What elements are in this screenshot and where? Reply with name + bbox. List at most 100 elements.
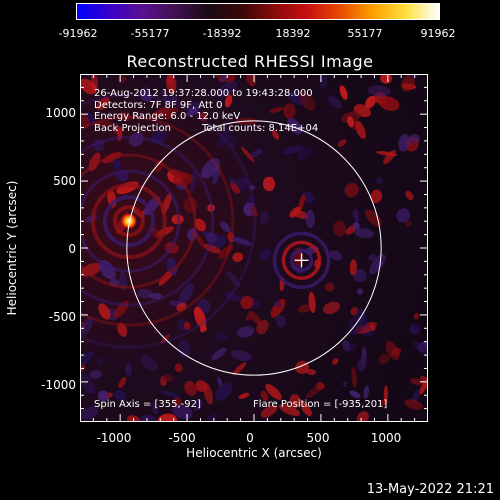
pattern-blob: [161, 374, 174, 383]
pattern-blob: [214, 74, 223, 83]
image-background: [80, 74, 428, 422]
y-tick-label: -1000: [41, 378, 76, 392]
pattern-blob: [171, 95, 178, 103]
pattern-blob: [268, 176, 274, 187]
pattern-blob: [300, 401, 312, 417]
pattern-blob: [93, 120, 115, 127]
pattern-blob: [352, 208, 360, 223]
pattern-blob: [355, 120, 366, 139]
pattern-blob: [245, 314, 252, 321]
colorbar-tick: -18392: [202, 27, 242, 40]
pattern-blob: [143, 196, 161, 216]
pattern-blob: [80, 351, 94, 369]
pattern-blob: [352, 221, 360, 230]
pattern-blob: [183, 321, 191, 330]
y-tick-label: 500: [53, 174, 76, 188]
pattern-blob: [396, 208, 411, 223]
pattern-blob: [80, 316, 94, 337]
pattern-blob: [370, 189, 383, 204]
pattern-blob: [351, 366, 357, 388]
pattern-blob: [150, 107, 170, 119]
pattern-blob: [195, 380, 208, 392]
pattern-blob: [265, 383, 282, 400]
pattern-blob: [306, 369, 316, 375]
pattern-blob: [217, 376, 223, 388]
pattern-blob: [260, 390, 269, 401]
pattern-blob: [80, 112, 90, 129]
pattern-blob: [215, 382, 233, 401]
pattern-blob: [356, 288, 364, 295]
y-axis-label: Heliocentric Y (arcsec): [5, 180, 19, 316]
detectors-line: Detectors: 7F 8F 9F, Att 0: [94, 99, 223, 111]
pattern-blob: [148, 292, 163, 300]
pattern-blob: [211, 347, 227, 361]
pattern-blob: [347, 116, 355, 128]
pattern-blob: [248, 310, 263, 326]
spin-axis-crosshair-icon: [294, 253, 309, 268]
pattern-blob: [260, 405, 278, 418]
pattern-blob: [357, 357, 367, 372]
pattern-blob: [114, 389, 126, 402]
pattern-blob: [211, 159, 220, 169]
colorbar-tick: 18392: [275, 27, 311, 40]
pattern-blob: [342, 381, 347, 388]
pattern-blob: [270, 298, 286, 318]
y-tick-label: 1000: [45, 106, 76, 120]
pattern-blob: [140, 354, 158, 371]
pattern-blob: [137, 288, 152, 299]
pattern-blob: [259, 248, 272, 261]
pattern-blob: [176, 302, 187, 312]
pattern-blob: [215, 332, 228, 341]
pattern-blob: [356, 411, 369, 422]
pattern-blob: [297, 304, 312, 313]
pattern-blob: [282, 145, 304, 155]
pattern-blob: [80, 262, 102, 277]
ring: [80, 93, 257, 349]
pattern-blob: [337, 139, 347, 147]
pattern-blob: [250, 148, 263, 158]
pattern-blob: [225, 134, 236, 148]
pattern-blob: [141, 86, 149, 93]
pattern-blob: [378, 96, 400, 111]
pattern-blob: [249, 184, 256, 190]
pattern-blob: [235, 177, 249, 191]
pattern-blob: [420, 375, 428, 390]
pattern-blob: [224, 94, 233, 108]
pattern-blob: [227, 232, 235, 243]
pattern-blob: [332, 358, 339, 365]
pattern-blob: [186, 107, 199, 117]
pattern-blob: [260, 210, 269, 225]
pattern-blob: [305, 209, 315, 229]
pattern-blob: [212, 165, 221, 185]
pattern-blob: [165, 74, 177, 93]
pattern-blob: [405, 220, 412, 228]
pattern-blob: [112, 158, 121, 171]
pattern-blob: [289, 394, 301, 408]
total-counts-label: Total counts: 8.14E+04: [202, 122, 319, 134]
pattern-blob: [348, 343, 357, 352]
pattern-blob: [223, 291, 241, 302]
pattern-blob: [231, 236, 252, 246]
pattern-blob: [151, 226, 159, 240]
pattern-blob: [349, 259, 357, 276]
pattern-blob: [274, 300, 282, 308]
ring: [272, 231, 331, 290]
pattern-blob: [178, 339, 191, 359]
pattern-blob: [190, 169, 197, 193]
ring: [102, 195, 155, 248]
rhessi-image-plot: [80, 74, 428, 422]
pattern-blob: [356, 308, 368, 328]
pattern-blob: [332, 220, 346, 237]
pattern-blob: [378, 354, 390, 364]
pattern-blob: [90, 74, 98, 93]
y-tick-label: 0: [68, 242, 76, 256]
colorbar-tick: -55177: [130, 27, 170, 40]
pattern-blob: [308, 291, 316, 314]
pattern-blob: [98, 303, 111, 320]
axis-ticks: [80, 74, 428, 422]
pattern-blob: [299, 90, 316, 111]
pattern-blob: [199, 111, 208, 122]
pattern-blob: [238, 392, 250, 400]
pattern-blob: [250, 205, 258, 218]
pattern-blob: [329, 250, 343, 261]
